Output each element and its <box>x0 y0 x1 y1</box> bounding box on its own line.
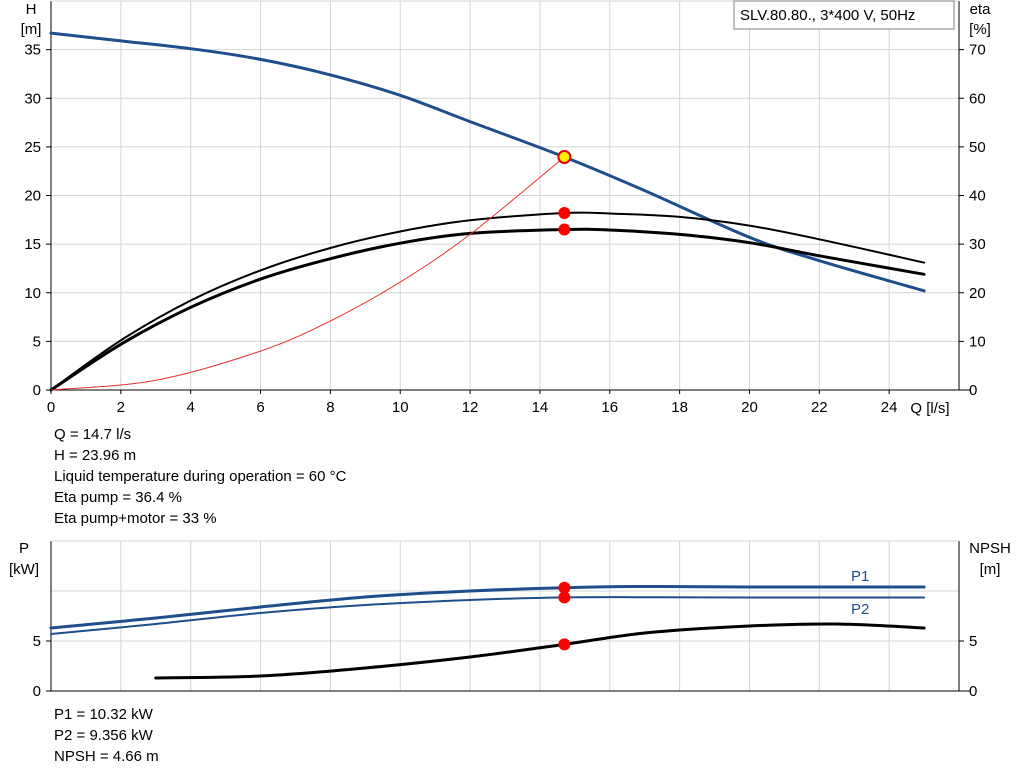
bottom-left-axis-label-2: [kW] <box>9 561 39 578</box>
x-tick-label: 2 <box>117 399 125 416</box>
top-left-axis-label-1: H <box>26 1 37 18</box>
p1-curve <box>49 584 926 630</box>
p2-series-label: P2 <box>851 601 869 618</box>
top-left-tick-label: 10 <box>24 285 41 302</box>
eta-pump-curve <box>50 211 926 391</box>
x-tick-label: 4 <box>187 399 195 416</box>
top-right-axis-label-2: [%] <box>969 21 991 38</box>
bottom-ticks: 0 5 0 5 <box>33 633 978 700</box>
x-tick-label: 10 <box>392 399 409 416</box>
head-curve <box>49 31 926 293</box>
top-grid <box>50 0 971 391</box>
top-left-tick-label: 35 <box>24 42 41 59</box>
top-left-axis-label-2: [m] <box>21 21 42 38</box>
eta-total-curve <box>49 227 926 392</box>
info-flow: Q = 14.7 l/s <box>54 426 132 443</box>
chart-title: SLV.80.80., 3*400 V, 50Hz <box>740 7 915 24</box>
x-tick-label: 0 <box>47 399 55 416</box>
x-tick-label: 8 <box>326 399 334 416</box>
bottom-points <box>558 581 571 651</box>
chart-title-box <box>733 0 955 30</box>
bottom-right-tick-label: 0 <box>969 683 977 700</box>
top-right-axis-label-1: eta <box>970 1 992 18</box>
p2-pt-marker <box>558 591 571 604</box>
top-left-tick-label: 0 <box>33 382 41 399</box>
info-eta-pump: Eta pump = 36.4 % <box>54 489 182 506</box>
info-npsh: NPSH = 4.66 m <box>54 748 159 765</box>
system-curve <box>50 156 565 391</box>
top-series <box>49 31 926 392</box>
top-left-tick-label: 5 <box>33 333 41 350</box>
bottom-left-tick-label: 0 <box>33 683 41 700</box>
eta-total-pt-marker <box>558 223 571 236</box>
bottom-right-tick-label: 5 <box>969 633 977 650</box>
x-tick-label: 18 <box>671 399 688 416</box>
info-p2: P2 = 9.356 kW <box>54 727 153 744</box>
bottom-left-axis-label-1: P <box>19 540 29 557</box>
top-left-tick-label: 30 <box>24 90 41 107</box>
bottom-left-tick-label: 5 <box>33 633 41 650</box>
eta-pump-pt-marker <box>558 207 571 220</box>
info-p1: P1 = 10.32 kW <box>54 706 153 723</box>
duty-marker <box>557 149 572 164</box>
npsh-pt-marker <box>558 638 571 651</box>
top-points <box>557 149 572 236</box>
info-eta-total: Eta pump+motor = 33 % <box>54 510 217 527</box>
x-tick-label: 16 <box>601 399 618 416</box>
bottom-right-axis-label-1: NPSH <box>969 540 1011 557</box>
x-tick-label: 6 <box>256 399 264 416</box>
bottom-series <box>49 584 926 680</box>
top-right-tick-label: 30 <box>969 236 986 253</box>
bottom-grid <box>50 540 971 692</box>
x-tick-label: 24 <box>881 399 898 416</box>
duty-info: Q = 14.7 l/s H = 23.96 m Liquid temperat… <box>54 424 346 529</box>
top-right-tick-label: 70 <box>969 42 986 59</box>
info-temperature: Liquid temperature during operation = 60… <box>54 468 347 485</box>
p1-series-label: P1 <box>851 568 869 585</box>
top-right-tick-label: 40 <box>969 188 986 205</box>
top-right-tick-label: 50 <box>969 139 986 156</box>
top-right-tick-label: 0 <box>969 382 977 399</box>
top-left-tick-label: 20 <box>24 188 41 205</box>
top-right-tick-label: 10 <box>969 333 986 350</box>
x-tick-label: 20 <box>741 399 758 416</box>
x-tick-label: 12 <box>462 399 479 416</box>
top-left-tick-label: 25 <box>24 139 41 156</box>
top-left-tick-label: 15 <box>24 236 41 253</box>
bottom-right-axis-label-2: [m] <box>980 561 1001 578</box>
p2-curve <box>50 596 926 635</box>
x-tick-label: 22 <box>811 399 828 416</box>
power-info: P1 = 10.32 kW P2 = 9.356 kW NPSH = 4.66 … <box>54 704 159 767</box>
x-tick-label: 14 <box>532 399 549 416</box>
top-right-tick-label: 20 <box>969 285 986 302</box>
info-head: H = 23.96 m <box>54 447 137 464</box>
top-right-tick-label: 60 <box>969 90 986 107</box>
x-axis-label: Q [l/s] <box>910 400 949 417</box>
